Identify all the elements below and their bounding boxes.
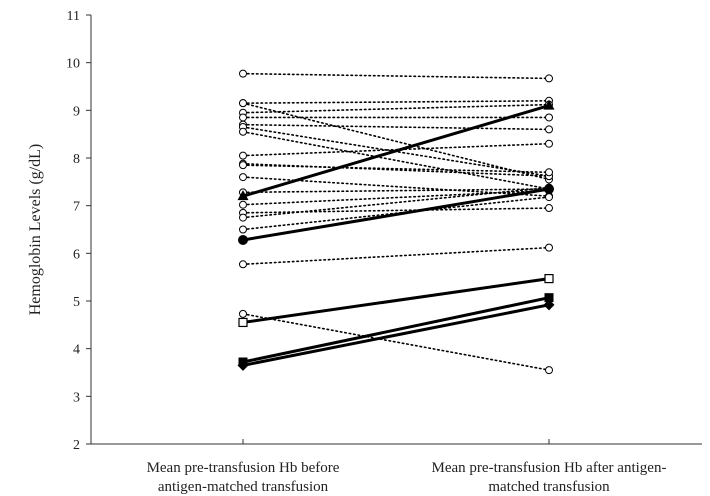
y-tick-label-7: 7 [73,200,80,215]
series-20-point-0 [238,234,248,245]
series-4-point-1 [545,113,553,122]
series-line-20 [241,187,551,242]
series-line-2 [242,102,550,181]
series-4-point-0 [239,113,247,122]
series-16-point-0 [239,225,247,234]
series-7-point-0 [239,127,247,136]
x-category-label-1-line-0: Mean pre-transfusion Hb after antigen- [432,460,667,476]
series-15-point-0 [239,213,247,222]
series-line-5 [242,123,550,131]
y-tick-label-10: 10 [66,57,80,72]
y-tick-label-2: 2 [73,438,80,453]
series-line-15 [242,186,550,219]
x-category-label-0-line-0: Mean pre-transfusion Hb before [147,460,340,476]
series-0-point-0 [239,69,247,78]
series-0-point-1 [545,74,553,83]
series-line-17 [242,246,550,266]
series-line-1 [242,100,550,104]
x-category-label-1-line-1: matched transfusion [488,479,610,495]
y-tick-label-4: 4 [73,343,80,358]
series-line-14 [242,207,550,214]
series-line-21 [241,277,551,324]
series-8-point-1 [545,139,553,148]
series-10-point-0 [239,161,247,170]
series-16-point-1 [545,193,553,202]
y-tick-label-6: 6 [73,247,80,262]
series-20-point-1 [544,183,554,194]
series-17-point-1 [545,243,553,252]
series-line-23 [241,303,551,367]
y-tick-label-9: 9 [73,104,80,119]
series-21-point-0 [238,317,248,328]
series-line-3 [242,103,550,114]
series-23-point-1 [543,299,555,311]
y-tick-label-11: 11 [67,9,80,24]
y-tick-label-5: 5 [73,295,80,310]
series-line-12 [242,188,550,194]
series-8-point-0 [239,151,247,160]
y-tick-label-8: 8 [73,152,80,167]
series-18-point-1 [545,366,553,375]
series-19-point-0 [237,190,249,201]
series-line-11 [242,176,550,197]
series-line-13 [242,189,550,206]
series-14-point-1 [545,204,553,213]
series-10-point-1 [545,168,553,177]
series-line-10 [242,164,550,174]
y-tick-label-3: 3 [73,390,80,405]
series-11-point-0 [239,173,247,182]
y-axis-title: Hemoglobin Levels (g/dL) [27,144,44,316]
series-5-point-1 [545,125,553,134]
series-21-point-1 [544,273,554,284]
series-line-19 [241,104,551,198]
series-line-0 [242,72,550,80]
x-category-label-0-line-1: antigen-matched transfusion [158,479,329,495]
series-18-point-0 [239,309,247,318]
series-13-point-0 [239,200,247,209]
series-line-18 [242,313,550,371]
series-line-22 [241,296,551,364]
series-19-point-1 [543,99,555,110]
series-17-point-0 [239,260,247,269]
series-2-point-0 [239,99,247,108]
series-23-point-0 [237,359,249,371]
